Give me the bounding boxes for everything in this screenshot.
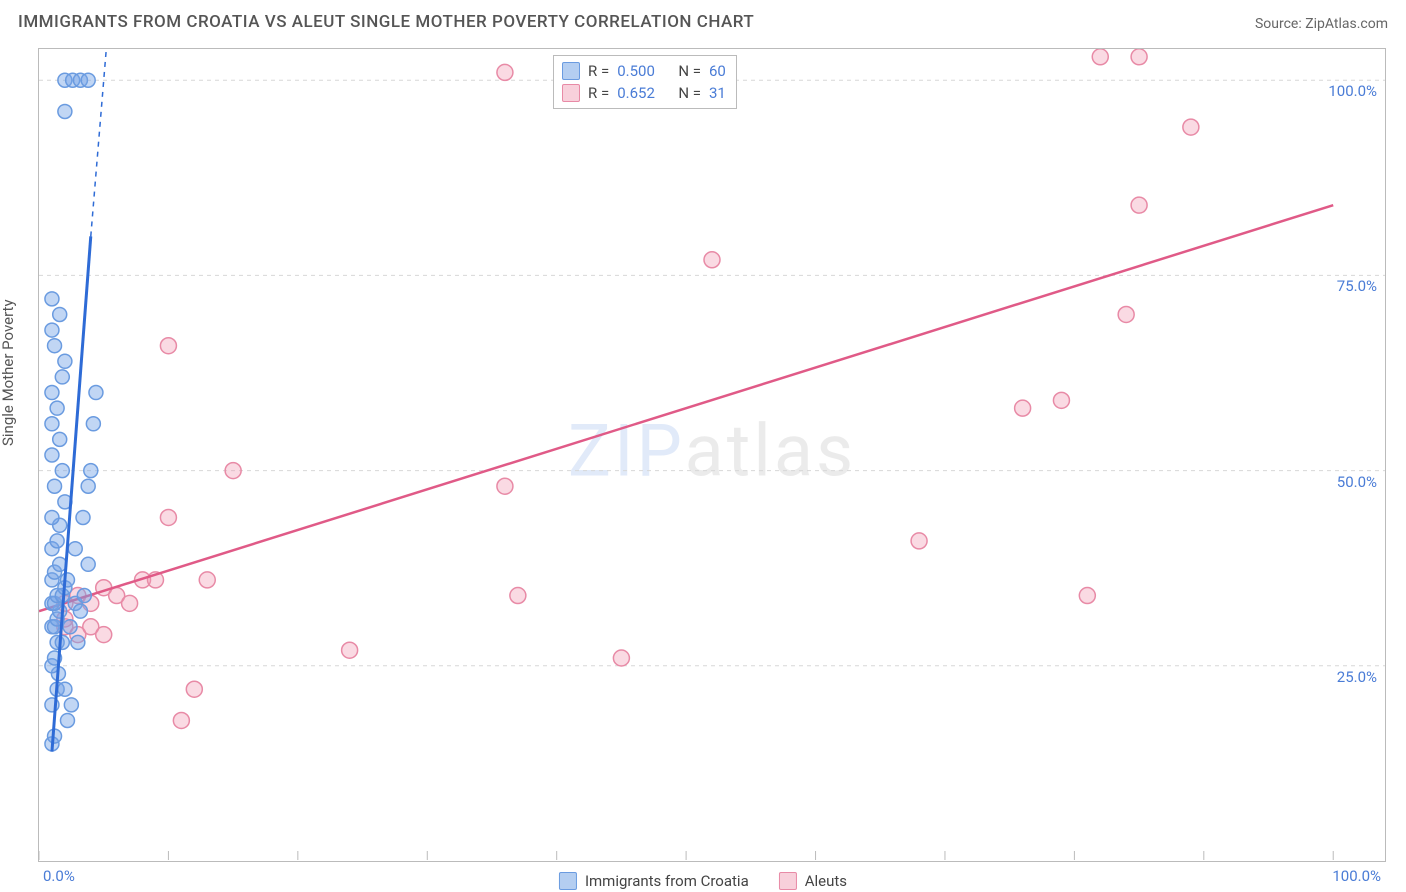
x-tick-left: 0.0%	[43, 867, 75, 885]
chart-header: IMMIGRANTS FROM CROATIA VS ALEUT SINGLE …	[18, 12, 1388, 32]
n-label: N =	[678, 60, 701, 82]
chart-source: Source: ZipAtlas.com	[1255, 16, 1388, 32]
legend-label-aleuts: Aleuts	[805, 872, 847, 890]
r-value-aleuts: 0.652	[617, 82, 655, 104]
legend-row-croatia: R = 0.500 N = 60	[562, 60, 726, 82]
y-tick-label: 100.0%	[1328, 82, 1377, 100]
swatch-croatia	[562, 62, 580, 80]
r-label: R =	[588, 60, 609, 82]
n-label: N =	[678, 82, 701, 104]
source-label: Source:	[1255, 16, 1305, 32]
legend-item-aleuts: Aleuts	[779, 872, 847, 890]
r-label: R =	[588, 82, 609, 104]
legend-item-croatia: Immigrants from Croatia	[559, 872, 749, 890]
scatter-plot-area: ZIPatlas R = 0.500 N = 60 R = 0.652 N = …	[38, 48, 1386, 862]
y-tick-label: 75.0%	[1337, 277, 1377, 295]
y-tick-label: 25.0%	[1337, 668, 1377, 686]
legend-label-croatia: Immigrants from Croatia	[585, 872, 749, 890]
swatch-aleuts	[562, 84, 580, 102]
series-legend: Immigrants from Croatia Aleuts	[559, 872, 847, 890]
source-name: ZipAtlas.com	[1305, 16, 1388, 32]
n-value-croatia: 60	[709, 60, 726, 82]
legend-row-aleuts: R = 0.652 N = 31	[562, 82, 726, 104]
y-tick-label: 50.0%	[1337, 473, 1377, 491]
x-tick-right: 100.0%	[1332, 867, 1381, 885]
chart-title: IMMIGRANTS FROM CROATIA VS ALEUT SINGLE …	[18, 12, 754, 32]
r-value-croatia: 0.500	[617, 60, 655, 82]
y-axis-label: Single Mother Poverty	[0, 299, 17, 446]
n-value-aleuts: 31	[709, 82, 726, 104]
swatch-aleuts	[779, 872, 797, 890]
swatch-croatia	[559, 872, 577, 890]
chart-svg	[39, 49, 1385, 861]
correlation-legend: R = 0.500 N = 60 R = 0.652 N = 31	[553, 55, 737, 109]
